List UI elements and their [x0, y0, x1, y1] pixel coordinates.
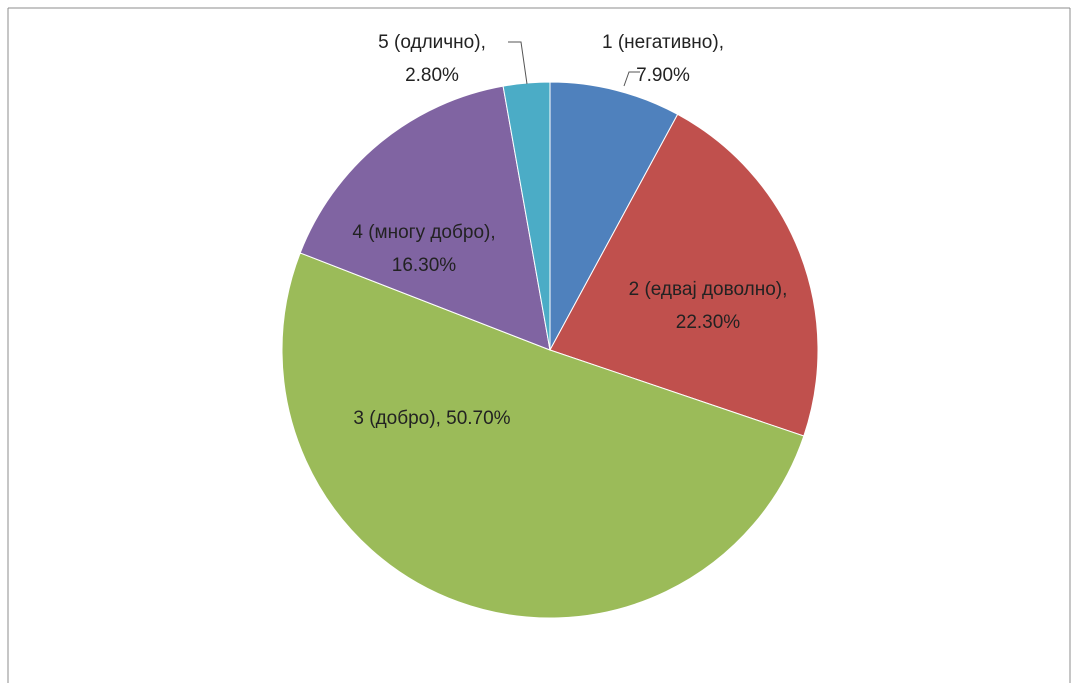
value-label: 2.80% — [405, 65, 459, 86]
pie-slice — [299, 85, 551, 351]
category-label: 5 (одлично) — [378, 32, 481, 53]
leader-line — [623, 71, 640, 87]
category-label: 3 (добро) — [353, 408, 436, 429]
pie-slice — [549, 113, 819, 437]
category-label: 4 (многу добро) — [352, 222, 491, 243]
category-label: 2 (едвај доволно) — [628, 279, 783, 300]
label-separator: , — [480, 32, 486, 53]
data-label: 1 (негативно), 7.90% — [543, 26, 783, 92]
value-label: 16.30% — [391, 255, 457, 276]
data-label: 3 (добро), 50.70% — [292, 402, 572, 435]
label-separator: , — [435, 408, 447, 429]
label-separator: , — [782, 279, 788, 300]
category-label: 1 (негативно) — [602, 32, 719, 53]
value-label: 50.70% — [446, 408, 511, 429]
label-separator: , — [490, 222, 496, 243]
value-label: 7.90% — [636, 65, 690, 86]
data-label: 5 (одлично), 2.80% — [332, 26, 532, 92]
pie-slice — [281, 252, 805, 619]
label-separator: , — [718, 32, 724, 53]
data-label: 4 (многу добро), 16.30% — [304, 216, 544, 282]
data-label: 2 (едвај доволно), 22.30% — [628, 273, 788, 339]
leader-line — [508, 41, 528, 85]
value-label: 22.30% — [675, 312, 741, 333]
pie-slice — [549, 81, 679, 351]
